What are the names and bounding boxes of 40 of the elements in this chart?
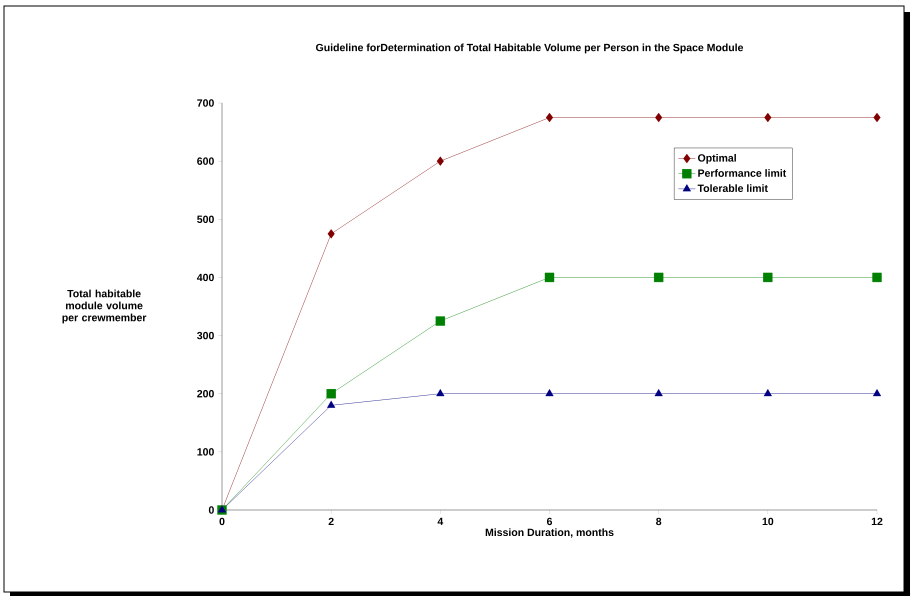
point <box>764 112 772 122</box>
y-tick-label: 500 <box>197 216 214 224</box>
point <box>654 272 664 282</box>
point <box>327 400 336 408</box>
y-axis-title: Total habitable module volume per crewmember <box>62 290 146 324</box>
x-axis-title: Mission Duration, months <box>486 528 614 538</box>
x-tick-label: 8 <box>656 518 662 526</box>
legend-label: Performance limit <box>698 169 786 177</box>
y-tick-label: 100 <box>197 448 214 456</box>
point <box>764 389 772 396</box>
legend-label: Optimal <box>698 154 736 164</box>
legend-label: Tolerable limit <box>698 184 768 192</box>
point <box>218 505 226 512</box>
point <box>872 272 882 282</box>
point <box>436 389 444 396</box>
point <box>544 272 554 282</box>
x-tick-label: 10 <box>762 518 774 526</box>
x-tick-label: 6 <box>546 518 552 526</box>
point <box>436 156 444 166</box>
point <box>326 389 336 398</box>
point <box>872 389 882 396</box>
chart-title: Guideline forDetermination of Total Habitable Volume per Person in the Space Module <box>316 44 744 54</box>
y-tick-label: 700 <box>197 99 214 107</box>
x-tick-label: 0 <box>220 518 224 526</box>
x-tick-label: 4 <box>438 518 444 525</box>
y-tick-label: 200 <box>197 390 214 398</box>
y-tick-label: 0 <box>208 506 214 514</box>
point <box>873 112 881 122</box>
point <box>654 389 663 396</box>
point <box>545 389 554 396</box>
point <box>546 112 554 122</box>
y-tick-label: 400 <box>196 274 214 282</box>
y-tick-label: 300 <box>197 332 214 340</box>
point <box>655 112 662 122</box>
y-tick-label: 600 <box>197 157 214 165</box>
point <box>763 272 773 282</box>
point <box>436 316 446 326</box>
x-tick-label: 2 <box>328 518 334 526</box>
x-tick-label: 12 <box>872 518 882 526</box>
point <box>328 229 335 239</box>
